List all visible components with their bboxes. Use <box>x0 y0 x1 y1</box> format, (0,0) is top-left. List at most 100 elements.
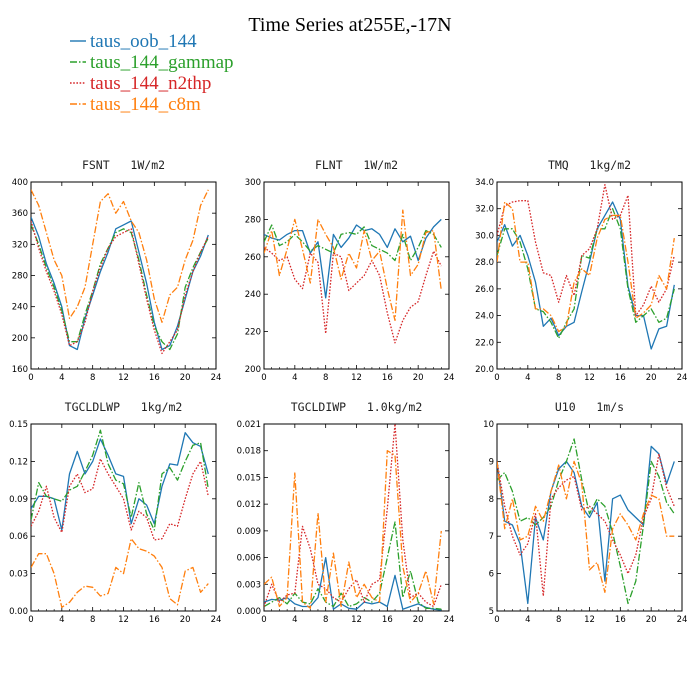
x-tick-label: 24 <box>444 373 455 383</box>
chart-panels: FSNT 1W/m20 4 8 12 16 20 241602002402803203604… <box>9 158 687 625</box>
y-tick-label: 28.0 <box>475 258 494 268</box>
x-tick-label: 24 <box>444 615 455 625</box>
y-tick-label: 0.09 <box>9 495 28 505</box>
y-tick-label: 0.06 <box>9 532 28 542</box>
x-tick-label: 20 <box>180 373 191 383</box>
y-tick-label: 24.0 <box>475 312 494 322</box>
plot-frame <box>263 423 450 612</box>
y-tick-label: 200 <box>12 334 28 344</box>
x-tick-label: 12 <box>118 373 129 383</box>
y-tick-label: 0.00 <box>9 607 28 617</box>
series-line-taus_144_n2thp <box>31 220 209 355</box>
y-tick-label: 5 <box>489 607 494 617</box>
x-tick-label: 4 <box>525 615 530 625</box>
y-tick-label: 0.006 <box>237 554 261 564</box>
x-tick-label: 8 <box>90 373 95 383</box>
chart-panel: TGCLDLWP 1kg/m2 0 4 8 12 16 20 24 0.00 0.03 0.06 0.… <box>9 400 221 625</box>
y-tick-label: 280 <box>12 272 28 282</box>
y-tick-label: 20.0 <box>475 365 494 375</box>
series-line-taus_144_gammap <box>497 208 675 339</box>
x-tick-label: 16 <box>149 373 160 383</box>
x-tick-label: 0 <box>28 615 33 625</box>
series-line-taus_144_c8m <box>497 201 675 333</box>
x-tick-label: 4 <box>59 373 64 383</box>
series-line-taus_oob_144 <box>264 556 442 611</box>
x-tick-label: 8 <box>556 615 561 625</box>
series-line-taus_144_c8m <box>31 189 209 323</box>
y-tick-label: 400 <box>12 178 28 188</box>
y-tick-label: 0.012 <box>237 500 261 510</box>
y-tick-label: 200 <box>245 365 261 375</box>
y-tick-label: 22.0 <box>475 338 494 348</box>
x-tick-label: 20 <box>646 373 657 383</box>
x-tick-label: 12 <box>118 615 129 625</box>
x-tick-label: 12 <box>351 373 362 383</box>
chart-panel: TMQ 1kg/m2 0 4 8 12 16 20 24 20.0 22.0 24.0 26.0 28.… <box>475 158 687 383</box>
series-line-taus_144_gammap <box>31 224 209 351</box>
y-tick-label: 260 <box>245 253 261 263</box>
y-tick-label: 8 <box>489 495 494 505</box>
y-tick-label: 0.003 <box>237 580 261 590</box>
panel-title: FLNT 1W/m2 <box>315 158 398 172</box>
y-tick-label: 6 <box>489 570 494 580</box>
x-tick-label: 4 <box>59 615 64 625</box>
y-tick-label: 32.0 <box>475 205 494 215</box>
x-tick-label: 16 <box>382 615 393 625</box>
plot-frame <box>263 181 450 370</box>
series-line-taus_144_gammap <box>264 521 442 610</box>
series-line-taus_144_gammap <box>264 224 442 262</box>
series-line-taus_oob_144 <box>31 216 209 351</box>
x-tick-label: 24 <box>211 373 222 383</box>
x-tick-label: 0 <box>261 373 266 383</box>
x-tick-label: 24 <box>677 615 688 625</box>
legend-label: taus_oob_144 <box>90 31 197 52</box>
x-tick-label: 8 <box>90 615 95 625</box>
y-tick-label: 26.0 <box>475 285 494 295</box>
y-tick-label: 300 <box>245 178 261 188</box>
panel-title: U10 1m/s <box>555 400 624 414</box>
series-line-taus_144_n2thp <box>497 453 675 597</box>
y-tick-label: 30.0 <box>475 231 494 241</box>
x-tick-label: 8 <box>323 373 328 383</box>
x-tick-label: 12 <box>351 615 362 625</box>
y-tick-label: 240 <box>12 303 28 313</box>
x-tick-label: 8 <box>323 615 328 625</box>
y-tick-label: 280 <box>245 215 261 225</box>
y-tick-label: 0.021 <box>237 420 261 430</box>
x-tick-label: 0 <box>261 615 266 625</box>
series-line-taus_144_c8m <box>264 450 442 609</box>
series-line-taus_144_c8m <box>497 460 675 593</box>
y-tick-label: 0.12 <box>9 457 28 467</box>
x-tick-label: 0 <box>494 373 499 383</box>
legend-label: taus_144_n2thp <box>90 73 211 94</box>
x-tick-label: 20 <box>180 615 191 625</box>
y-tick-label: 320 <box>12 240 28 250</box>
series-line-taus_oob_144 <box>497 201 675 350</box>
series-line-taus_144_n2thp <box>264 246 442 344</box>
series-line-taus_144_c8m <box>31 538 209 608</box>
chart-panel: TGCLDIWP 1.0kg/m2 0 4 8 12 16 20 24 0.000 0.003 0.… <box>237 400 455 625</box>
y-tick-label: 160 <box>12 365 28 375</box>
x-tick-label: 24 <box>677 373 688 383</box>
legend-label: taus_144_c8m <box>90 94 201 115</box>
y-tick-label: 0.015 <box>237 473 261 483</box>
y-tick-label: 240 <box>245 290 261 300</box>
x-tick-label: 8 <box>556 373 561 383</box>
chart-panel: U10 1m/s 0 4 8 12 16 20 24 5 6 7 8 9 10 <box>483 400 687 625</box>
series-line-taus_144_c8m <box>264 209 442 322</box>
panel-title: TGCLDLWP 1kg/m2 <box>65 400 183 414</box>
x-tick-label: 16 <box>615 373 626 383</box>
x-tick-label: 20 <box>413 373 424 383</box>
legend-label: taus_144_gammap <box>90 52 234 73</box>
series-line-taus_oob_144 <box>264 218 442 299</box>
x-tick-label: 4 <box>525 373 530 383</box>
x-tick-label: 24 <box>211 615 222 625</box>
y-tick-label: 220 <box>245 328 261 338</box>
x-tick-label: 0 <box>28 373 33 383</box>
x-tick-label: 20 <box>413 615 424 625</box>
y-tick-label: 360 <box>12 209 28 219</box>
figure-title: Time Series at255E,-17N <box>248 14 451 36</box>
series-line-taus_144_n2thp <box>497 184 675 317</box>
x-tick-label: 16 <box>382 373 393 383</box>
